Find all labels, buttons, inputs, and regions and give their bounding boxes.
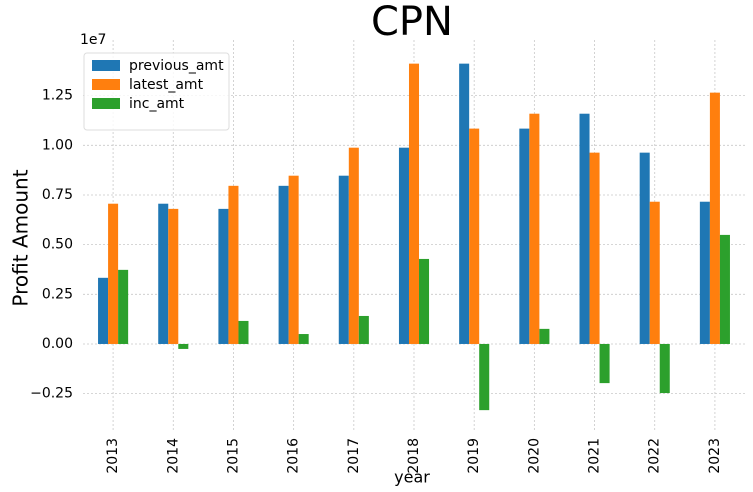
y-tick-label: 1.25 [42,88,73,104]
bar [288,175,299,344]
y-tick-label: 0.50 [42,237,73,253]
legend-swatch [92,98,120,109]
legend: previous_amt latest_amt inc_amt [83,52,230,131]
x-tick-label: 2016 [286,438,302,474]
legend-label: inc_amt [129,96,185,112]
x-tick-label: 2015 [225,438,241,474]
bar [98,277,109,344]
bar [579,113,590,344]
bar [459,63,470,344]
legend-box [83,52,230,131]
bar [639,152,650,344]
bar [348,147,359,344]
y-axis-label: Profit Amount [9,169,33,306]
y-tick-label: 1.00 [42,137,73,153]
bar [599,343,610,384]
bar [539,328,550,344]
x-tick-label: 2014 [165,438,181,474]
bar [479,343,490,411]
bar [158,203,169,344]
y-tick-label: 0.75 [42,187,73,203]
bar [298,334,309,344]
bar [238,320,249,344]
bar [659,343,670,394]
legend-label: previous_amt [129,58,224,74]
x-tick-label: 2017 [346,438,362,474]
bar [419,258,430,344]
bar [398,147,409,344]
bar [278,185,289,344]
legend-swatch [92,79,120,90]
bar [408,63,420,344]
bar [699,201,710,344]
bar [218,208,229,344]
y-tick-label: 0.25 [42,286,73,302]
chart-title: CPN [371,0,453,45]
y-offset-label: 1e7 [80,32,106,48]
x-axis-label: year [394,468,430,487]
bar [709,92,720,344]
y-tick-label: 0.00 [42,336,73,352]
bar [469,128,480,344]
legend-label: latest_amt [129,77,204,93]
bar [589,152,600,344]
bar [178,343,189,349]
bar [108,203,119,344]
x-tick-label: 2021 [587,438,603,474]
bar [529,113,540,344]
x-tick-label: 2018 [406,438,422,474]
bar [118,269,129,344]
y-tick-label: −0.25 [30,386,73,402]
bar [168,208,179,344]
bar [719,234,730,344]
x-tick-label: 2022 [647,438,663,474]
legend-swatch [92,60,120,71]
bar [228,185,239,344]
x-tick-label: 2020 [526,438,542,474]
x-tick-label: 2023 [707,438,723,474]
bar [338,175,349,344]
x-tick-label: 2019 [466,438,482,474]
bar [649,201,660,344]
x-tick-label: 2013 [105,438,121,474]
bar [519,128,530,344]
bar [358,315,369,344]
